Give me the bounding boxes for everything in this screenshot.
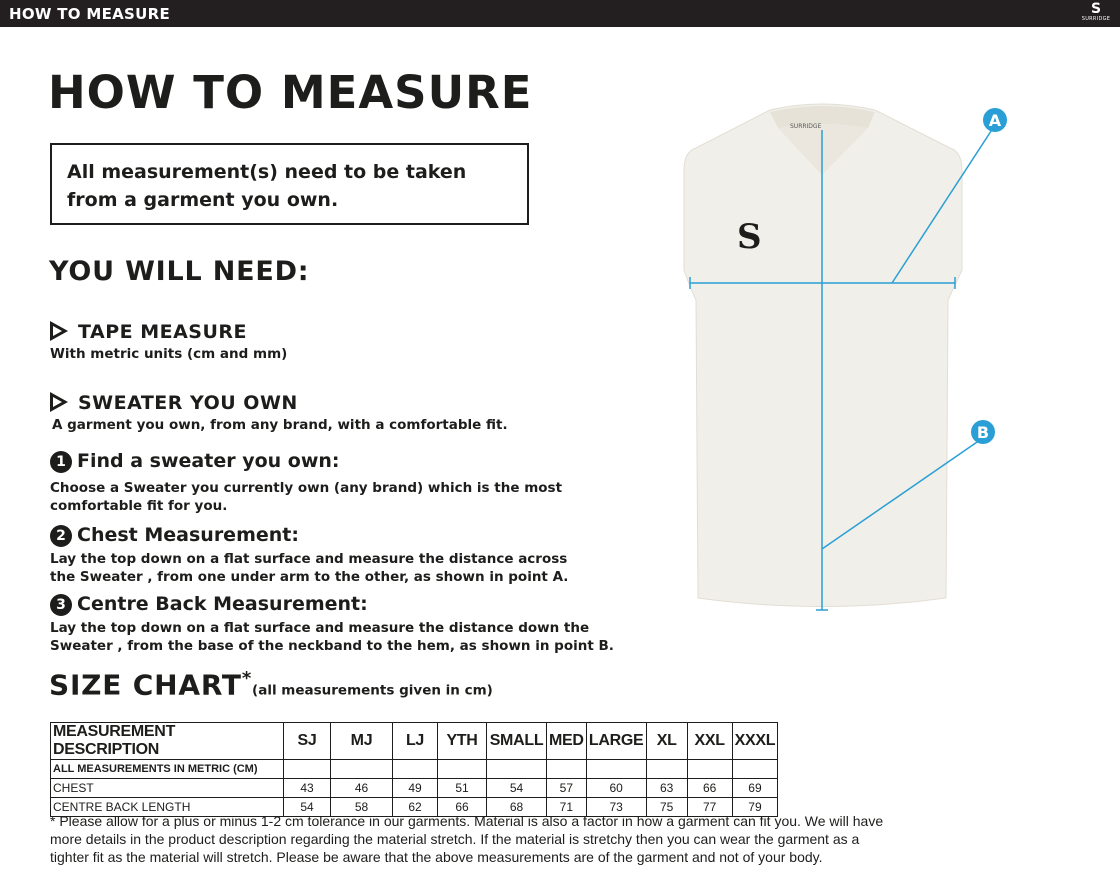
point-b-marker: [971, 420, 995, 444]
you-will-need-heading: YOU WILL NEED:: [49, 256, 310, 287]
pointer-a: [891, 124, 996, 284]
table-row: ALL MEASUREMENTS IN METRIC (CM): [50, 759, 779, 779]
triangle-icon: [50, 392, 68, 412]
size-table: MEASUREMENT DESCRIPTION SJ MJ LJ YTH SMA…: [50, 722, 779, 817]
pointer-b: [821, 439, 981, 550]
table-header-row: MEASUREMENT DESCRIPTION SJ MJ LJ YTH SMA…: [50, 722, 779, 760]
point-a-marker: [983, 108, 1007, 132]
top-bar: HOW TO MEASURE S SURRIDGE: [0, 0, 1120, 27]
footnote: * Please allow for a plus or minus 1-2 c…: [50, 813, 884, 865]
need-item-tape: TAPE MEASURE With metric units (cm and m…: [50, 321, 288, 362]
point-a-label: A: [989, 111, 1002, 130]
step-1: 1 Find a sweater you own: Choose a Sweate…: [50, 450, 563, 514]
step-3: 3 Centre Back Measurement: Lay the top do…: [50, 593, 614, 654]
table-row: CHEST 43 46 49 51 54 57 60 63 66 69: [50, 778, 779, 798]
page-title: HOW TO MEASURE: [48, 66, 533, 119]
notice-box: All measurement(s) need to be taken from…: [50, 143, 529, 225]
garment-diagram: SURRIDGE S A B: [683, 103, 1007, 611]
step-2: 2 Chest Measurement: Lay the top down on …: [50, 524, 569, 585]
neckband: [770, 106, 875, 128]
header-title: HOW TO MEASURE: [9, 5, 171, 23]
surridge-logo: S SURRIDGE: [1081, 1, 1111, 22]
point-b-label: B: [977, 423, 989, 442]
need-item-sweater: SWEATER YOU OWN A garment you own, from …: [50, 392, 508, 433]
triangle-icon: [50, 321, 68, 341]
garment-body: [683, 103, 963, 607]
size-chart-heading: SIZE CHART*(all measurements given in cm…: [49, 668, 493, 702]
neck-label: SURRIDGE: [790, 123, 822, 130]
table-row: CENTRE BACK LENGTH 54 58 62 66 68 71 73 75 77 79: [50, 797, 779, 817]
s-logo-icon: S: [737, 217, 762, 257]
